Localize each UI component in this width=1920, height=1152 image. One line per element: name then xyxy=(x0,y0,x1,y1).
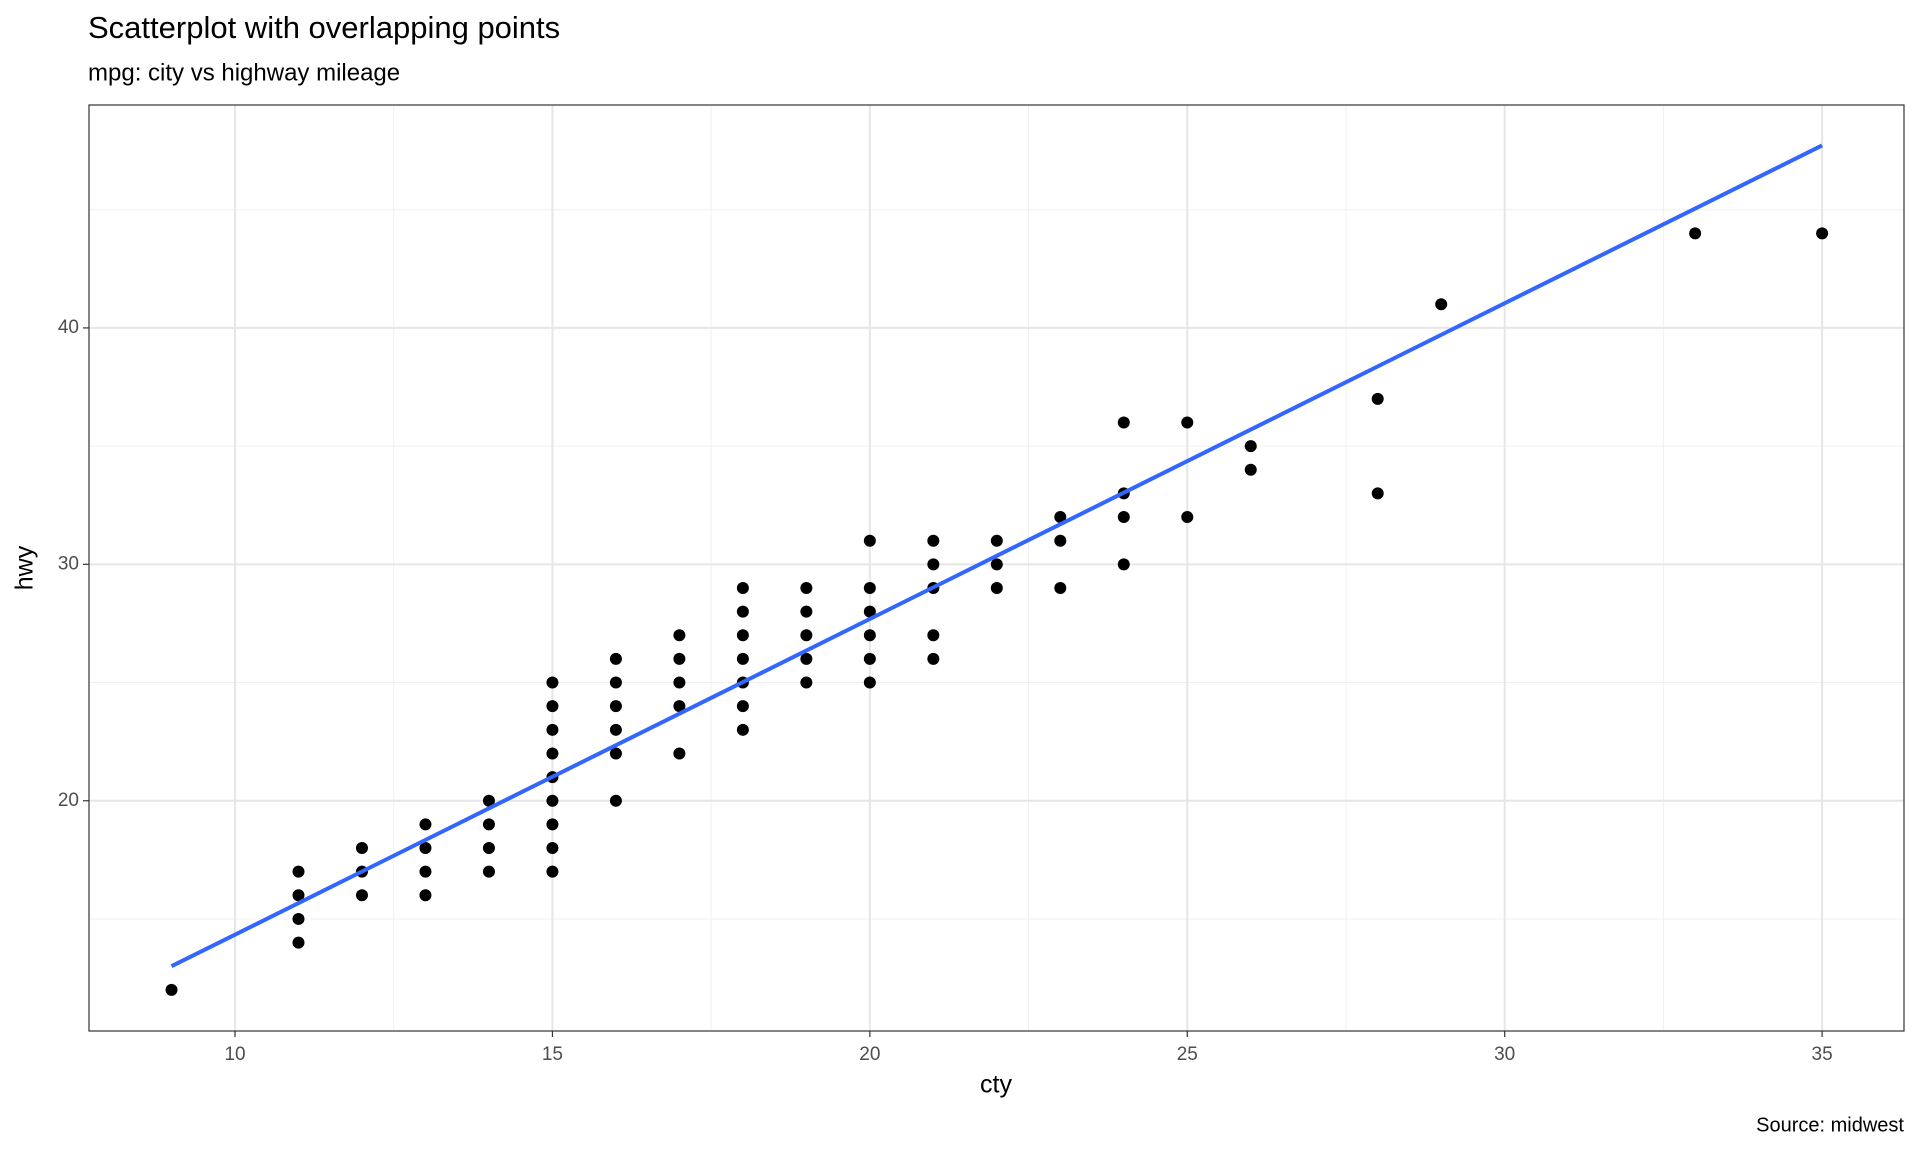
point xyxy=(863,534,876,547)
point xyxy=(990,534,1003,547)
point xyxy=(990,581,1003,594)
point xyxy=(419,865,432,878)
point xyxy=(673,652,686,665)
point xyxy=(609,723,622,736)
point xyxy=(1117,416,1130,429)
point xyxy=(927,629,940,642)
caption: Source: midwest xyxy=(1756,1114,1904,1136)
point xyxy=(673,700,686,713)
point xyxy=(1117,558,1130,571)
point xyxy=(546,865,559,878)
chart-title: Scatterplot with overlapping points xyxy=(88,10,560,45)
point xyxy=(800,581,813,594)
point xyxy=(863,629,876,642)
chart-subtitle: mpg: city vs highway mileage xyxy=(88,59,400,86)
point xyxy=(419,818,432,831)
point xyxy=(863,605,876,618)
point xyxy=(990,558,1003,571)
point xyxy=(609,794,622,807)
x-tick-label: 25 xyxy=(1177,1044,1198,1065)
point xyxy=(546,842,559,855)
point xyxy=(1816,227,1829,240)
point xyxy=(546,723,559,736)
point xyxy=(927,652,940,665)
point xyxy=(1689,227,1702,240)
y-axis-label: hwy xyxy=(11,545,39,590)
point xyxy=(736,605,749,618)
point xyxy=(736,581,749,594)
point xyxy=(292,889,305,902)
x-tick-label: 10 xyxy=(224,1044,245,1065)
point xyxy=(1244,440,1257,453)
point xyxy=(355,842,368,855)
point xyxy=(673,629,686,642)
point xyxy=(927,534,940,547)
point xyxy=(546,818,559,831)
x-tick-label: 15 xyxy=(542,1044,563,1065)
point xyxy=(292,912,305,925)
point xyxy=(165,983,178,996)
x-tick-label: 20 xyxy=(859,1044,880,1065)
point xyxy=(546,700,559,713)
fit-line xyxy=(170,143,1824,969)
x-axis-label: cty xyxy=(980,1071,1012,1099)
point xyxy=(673,676,686,689)
point xyxy=(736,652,749,665)
point xyxy=(419,889,432,902)
plot-border xyxy=(88,104,1905,1032)
point xyxy=(1054,511,1067,524)
point xyxy=(1435,298,1448,311)
point xyxy=(863,676,876,689)
point xyxy=(1371,392,1384,405)
x-tick-label: 35 xyxy=(1812,1044,1833,1065)
point xyxy=(1054,581,1067,594)
point xyxy=(800,629,813,642)
point xyxy=(546,794,559,807)
point xyxy=(927,558,940,571)
point xyxy=(863,652,876,665)
point xyxy=(863,581,876,594)
point xyxy=(546,747,559,760)
point xyxy=(1181,511,1194,524)
point xyxy=(609,652,622,665)
x-tick-label: 30 xyxy=(1494,1044,1515,1065)
point xyxy=(355,889,368,902)
point xyxy=(800,652,813,665)
point xyxy=(609,676,622,689)
point xyxy=(292,936,305,949)
point xyxy=(800,676,813,689)
point xyxy=(673,747,686,760)
point xyxy=(609,747,622,760)
point xyxy=(1117,511,1130,524)
point xyxy=(482,865,495,878)
point xyxy=(482,842,495,855)
point xyxy=(736,629,749,642)
point xyxy=(736,700,749,713)
point xyxy=(1054,534,1067,547)
point xyxy=(1244,463,1257,476)
y-tick-label: 20 xyxy=(58,790,79,811)
point xyxy=(1181,416,1194,429)
point xyxy=(482,818,495,831)
point xyxy=(736,723,749,736)
point xyxy=(800,605,813,618)
point xyxy=(419,842,432,855)
point xyxy=(1371,487,1384,500)
point xyxy=(292,865,305,878)
y-tick-label: 40 xyxy=(58,317,79,338)
point xyxy=(609,700,622,713)
y-tick-label: 30 xyxy=(58,553,79,574)
point xyxy=(482,794,495,807)
point xyxy=(546,676,559,689)
